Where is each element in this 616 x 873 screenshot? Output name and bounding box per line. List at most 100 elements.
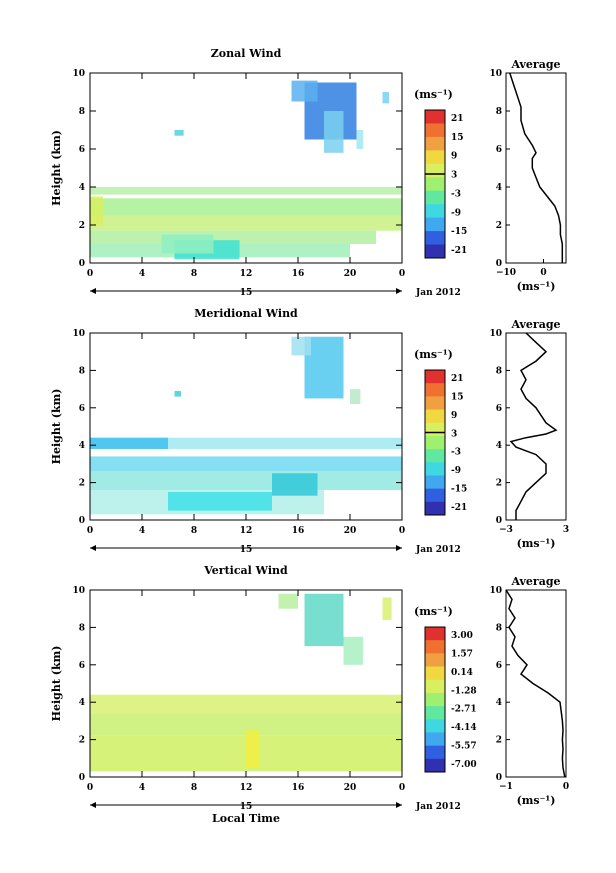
colorbar-segment bbox=[425, 435, 445, 450]
average-unit-label: (ms⁻¹) bbox=[517, 794, 556, 807]
heatmap-cell bbox=[246, 730, 259, 768]
colorbar-segment bbox=[425, 449, 445, 463]
heatmap-cell bbox=[168, 491, 272, 511]
colorbar-tick-label: 3 bbox=[451, 429, 457, 439]
average-y-tick-label: 4 bbox=[496, 183, 502, 193]
average-y-tick-label: 8 bbox=[496, 623, 502, 633]
x-tick-label: 20 bbox=[344, 783, 357, 793]
colorbar-frame bbox=[424, 109, 446, 259]
colorbar-segment bbox=[425, 244, 445, 259]
heatmap-cell bbox=[90, 471, 402, 491]
heatmap-cell bbox=[90, 456, 402, 472]
colorbar-segment bbox=[425, 204, 445, 219]
x-tick-label: 20 bbox=[344, 526, 357, 536]
colorbar-tick-label: -15 bbox=[451, 485, 467, 495]
panel-title: Vertical Wind bbox=[203, 564, 288, 577]
y-axis-label: Height (km) bbox=[50, 389, 63, 465]
colorbar-tick-label: -4.14 bbox=[451, 723, 477, 733]
colorbar-frame bbox=[424, 369, 446, 516]
average-profile-line bbox=[505, 589, 566, 778]
heatmap-cell bbox=[272, 473, 318, 496]
heatmap-cell bbox=[90, 694, 402, 714]
colorbar-segment bbox=[425, 653, 445, 668]
average-x-tick-label: −3 bbox=[499, 525, 513, 535]
colorbar-tick-label: -2.71 bbox=[451, 705, 477, 715]
y-tick-label: 10 bbox=[72, 586, 85, 596]
heatmap bbox=[90, 80, 402, 260]
colorbar: (ms⁻¹) 21 15 9 3 -3 -9 -15 -21 bbox=[414, 88, 467, 259]
y-tick-label: 6 bbox=[79, 145, 85, 155]
average-y-tick-label: 6 bbox=[496, 145, 502, 155]
colorbar-segment bbox=[425, 136, 445, 151]
average-y-tick-label: 10 bbox=[489, 69, 502, 79]
colorbar: (ms⁻¹) 21 15 9 3 -3 -9 -15 -21 bbox=[414, 348, 467, 516]
x-tick-label: 0 bbox=[399, 269, 405, 279]
average-unit-label: (ms⁻¹) bbox=[517, 280, 556, 293]
average-y-tick-label: 0 bbox=[496, 773, 502, 783]
x-tick-label: 8 bbox=[191, 783, 197, 793]
colorbar-segment bbox=[425, 396, 445, 411]
heatmap-cell bbox=[161, 234, 214, 254]
heatmap-cell bbox=[343, 636, 363, 665]
colorbar-segment bbox=[425, 745, 445, 760]
colorbar-segment bbox=[425, 217, 445, 232]
average-x-tick-label: −1 bbox=[499, 782, 513, 792]
x-tick-label: 12 bbox=[240, 269, 253, 279]
average-x-tick-label: 3 bbox=[563, 525, 569, 535]
average-y-tick-label: 0 bbox=[496, 259, 502, 269]
average-profile: Average 0 2 4 6 8 10 −3 3 (ms⁻¹) bbox=[489, 318, 569, 550]
colorbar-segment bbox=[425, 190, 445, 205]
day-label: 15 bbox=[240, 802, 253, 812]
colorbar-segment bbox=[425, 383, 445, 397]
y-tick-label: 2 bbox=[79, 736, 85, 746]
colorbar-tick-label: 3 bbox=[451, 171, 457, 181]
average-y-tick-label: 8 bbox=[496, 107, 502, 117]
colorbar-tick-label: 21 bbox=[451, 114, 464, 124]
y-axis-label: Height (km) bbox=[50, 646, 63, 722]
colorbar-frame bbox=[424, 626, 446, 773]
day-span-arrow-left bbox=[90, 802, 96, 808]
colorbar-unit-label: (ms⁻¹) bbox=[414, 348, 453, 361]
heatmap bbox=[90, 593, 402, 772]
y-tick-label: 0 bbox=[79, 516, 85, 526]
heatmap-cell bbox=[382, 92, 389, 104]
average-profile-line bbox=[509, 332, 558, 520]
y-tick-label: 0 bbox=[79, 773, 85, 783]
x-tick-label: 0 bbox=[399, 526, 405, 536]
panel-title: Zonal Wind bbox=[211, 47, 282, 60]
y-tick-label: 0 bbox=[79, 259, 85, 269]
colorbar-segment bbox=[425, 110, 445, 124]
average-y-tick-label: 10 bbox=[489, 586, 502, 596]
panel-title: Meridional Wind bbox=[194, 307, 298, 320]
average-frame bbox=[505, 332, 567, 521]
colorbar-segment bbox=[425, 719, 445, 733]
x-axis-label: Local Time bbox=[212, 812, 280, 825]
average-y-tick-label: 2 bbox=[496, 736, 502, 746]
average-y-tick-label: 10 bbox=[489, 329, 502, 339]
colorbar-segment bbox=[425, 123, 445, 138]
y-tick-label: 4 bbox=[79, 183, 85, 193]
colorbar-tick-label: 0.14 bbox=[451, 668, 473, 678]
colorbar-segment bbox=[425, 706, 445, 720]
heatmap bbox=[90, 336, 402, 515]
x-tick-label: 12 bbox=[240, 526, 253, 536]
colorbar-unit-label: (ms⁻¹) bbox=[414, 605, 453, 618]
day-label: 15 bbox=[240, 545, 253, 555]
colorbar-segment bbox=[425, 475, 445, 490]
colorbar-tick-label: 9 bbox=[451, 152, 457, 162]
x-tick-label: 16 bbox=[292, 269, 305, 279]
x-tick-label: 16 bbox=[292, 526, 305, 536]
y-tick-label: 6 bbox=[79, 661, 85, 671]
heatmap-cell bbox=[350, 389, 361, 405]
y-tick-label: 10 bbox=[72, 329, 85, 339]
heatmap-cell bbox=[382, 597, 392, 620]
average-title: Average bbox=[510, 318, 560, 331]
colorbar-segment bbox=[425, 409, 445, 424]
colorbar-segment bbox=[425, 501, 445, 516]
average-profile-line bbox=[509, 72, 564, 263]
average-title: Average bbox=[510, 58, 560, 71]
x-tick-label: 8 bbox=[191, 269, 197, 279]
colorbar-segment bbox=[425, 758, 445, 773]
